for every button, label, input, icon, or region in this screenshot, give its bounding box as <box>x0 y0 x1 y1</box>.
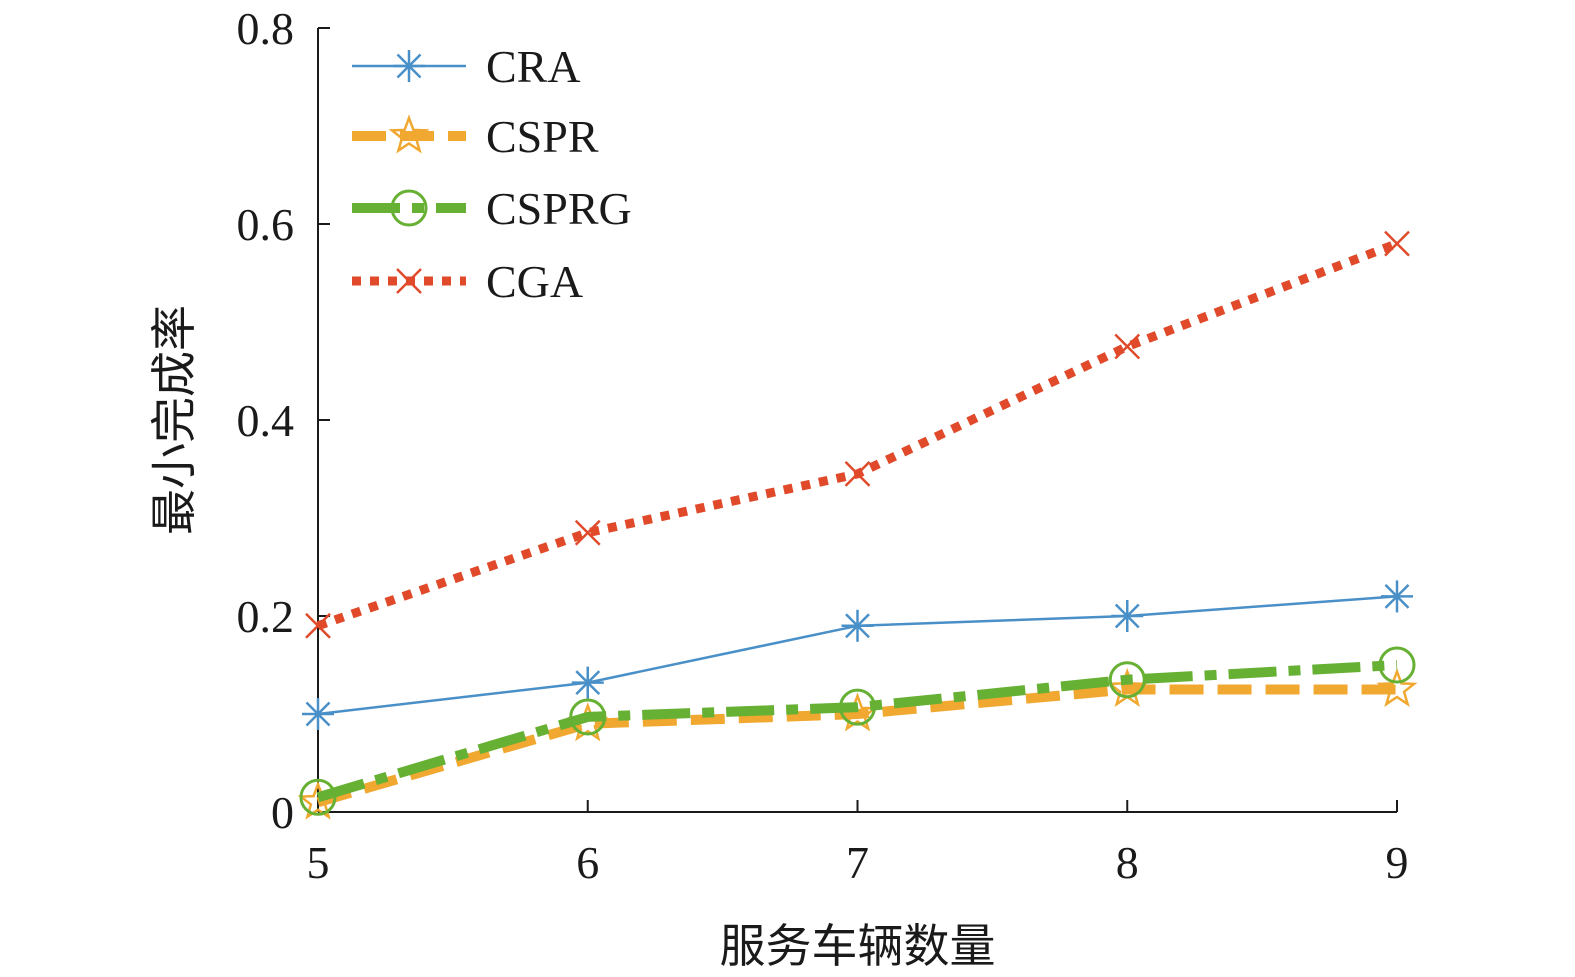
data-point-cra <box>1381 580 1413 613</box>
legend-label: CGA <box>486 256 583 307</box>
legend-item-cga: CGA <box>352 256 583 307</box>
data-point-cga <box>1114 333 1141 360</box>
data-point-csprg <box>839 688 876 726</box>
y-tick-label: 0.6 <box>237 199 295 250</box>
axes: 0 0.2 0.4 0.6 0.8 5 6 7 8 9 服务车辆数量 最小完成率 <box>147 3 1409 973</box>
y-axis-title: 最小完成率 <box>147 305 201 535</box>
legend-item-cspr: CSPR <box>352 111 599 162</box>
series-cga <box>305 230 1410 639</box>
data-point-cra <box>571 666 604 699</box>
data-point-csprg <box>299 778 337 816</box>
data-point-csprg <box>1378 646 1416 684</box>
legend-marker <box>393 50 425 82</box>
legend-label: CSPR <box>486 111 599 162</box>
legend-marker <box>388 114 430 154</box>
y-tick-label: 0 <box>271 787 294 838</box>
data-point-cra <box>302 698 334 730</box>
series-line-cga <box>316 239 1399 631</box>
data-point-csprg <box>1108 661 1146 699</box>
x-tick-label: 9 <box>1386 837 1409 888</box>
y-tick-label: 0.8 <box>237 3 295 54</box>
series-csprg <box>299 646 1416 816</box>
legend-label: CSPRG <box>486 183 632 234</box>
data-point-cga <box>1384 230 1410 257</box>
legend-item-csprg: CSPRG <box>352 183 632 234</box>
data-point-cra <box>841 609 874 642</box>
legend: CRA CSPR CSPRG CGA <box>352 41 632 307</box>
data-point-csprg <box>569 698 607 736</box>
legend-marker <box>390 189 428 227</box>
data-point-cga <box>305 612 331 639</box>
legend-item-cra: CRA <box>352 41 581 92</box>
y-tick-label: 0.2 <box>237 591 295 642</box>
series-cra <box>302 580 1413 730</box>
x-tick-label: 8 <box>1116 837 1139 888</box>
data-point-cga <box>574 519 601 546</box>
y-tick-label: 0.4 <box>237 395 295 446</box>
data-point-cra <box>1111 600 1144 632</box>
data-point-cga <box>844 461 871 487</box>
plot-area <box>297 230 1418 820</box>
legend-marker <box>396 268 422 294</box>
series-line-csprg <box>316 660 1398 803</box>
x-tick-label: 6 <box>576 837 599 888</box>
series-line-cspr <box>316 684 1397 808</box>
series-cspr <box>297 667 1418 820</box>
data-point-cspr <box>1376 667 1418 708</box>
x-tick-label: 7 <box>846 837 869 888</box>
legend-label: CRA <box>486 41 581 92</box>
x-tick-label: 5 <box>307 837 330 888</box>
x-axis-title: 服务车辆数量 <box>720 919 996 973</box>
